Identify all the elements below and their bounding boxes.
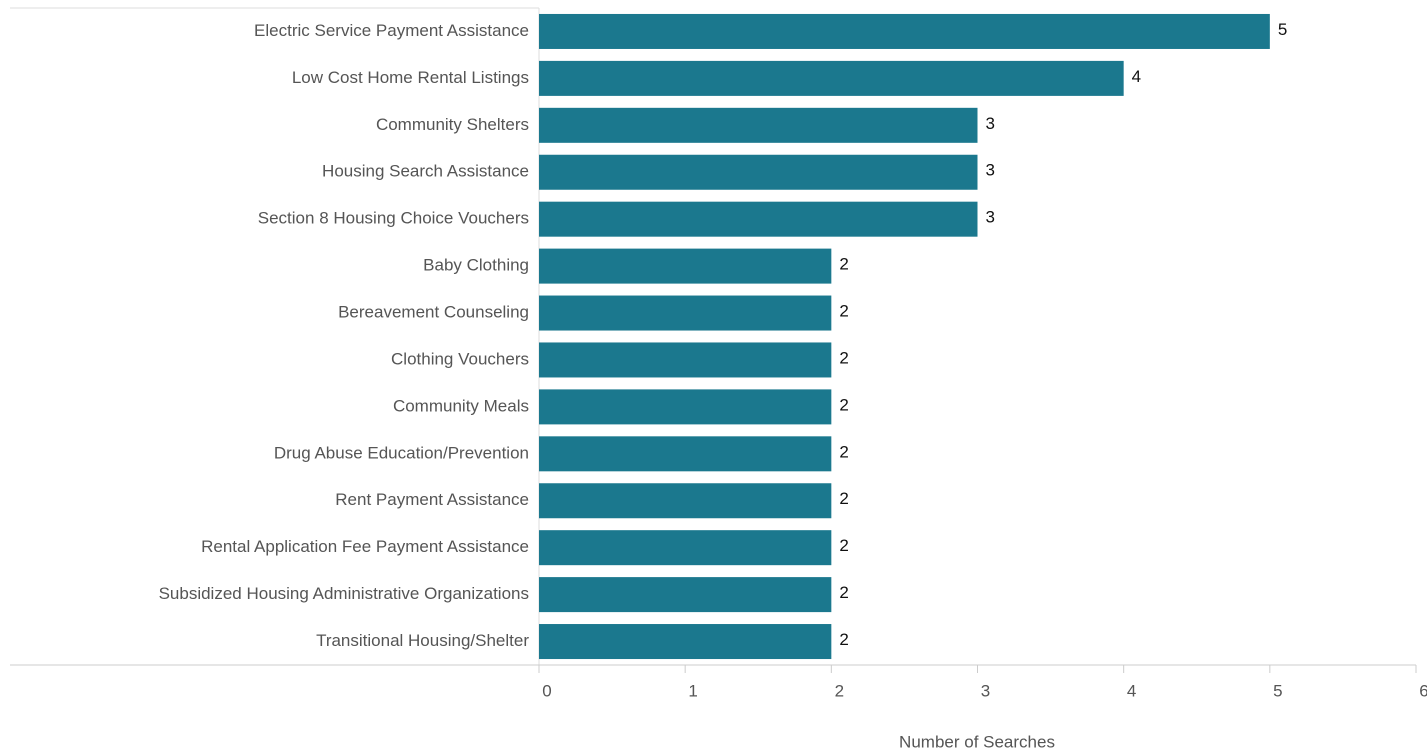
x-axis-title: Number of Searches [899,732,1055,751]
y-tick-label: Subsidized Housing Administrative Organi… [159,584,529,603]
y-tick-label: Community Shelters [376,115,529,134]
bar [539,530,832,566]
x-tick-label: 2 [835,681,844,700]
y-tick-label: Community Meals [393,396,529,415]
value-label: 2 [839,348,848,367]
bar [539,60,1124,96]
bar [539,483,832,519]
value-label: 3 [986,208,995,227]
y-tick-label: Housing Search Assistance [322,162,529,181]
bar [539,295,832,331]
value-label: 4 [1132,67,1141,86]
value-label: 2 [839,489,848,508]
value-label: 3 [986,161,995,180]
bar [539,389,832,425]
value-label: 2 [839,442,848,461]
value-label: 2 [839,583,848,602]
x-tick-label: 4 [1127,681,1136,700]
y-tick-label: Section 8 Housing Choice Vouchers [258,209,529,228]
y-tick-label: Clothing Vouchers [391,349,529,368]
x-tick-label: 6 [1419,681,1427,700]
bar [539,436,832,472]
x-tick-label: 1 [688,681,697,700]
value-label: 2 [839,395,848,414]
y-tick-label: Transitional Housing/Shelter [316,631,529,650]
x-tick-label: 5 [1273,681,1282,700]
bar [539,201,978,237]
value-label: 2 [839,630,848,649]
x-tick-label: 0 [542,681,551,700]
y-tick-label: Rental Application Fee Payment Assistanc… [201,537,529,556]
bar [539,624,832,660]
y-tick-label: Low Cost Home Rental Listings [292,68,529,87]
bar [539,13,1270,49]
bar [539,107,978,143]
bar [539,577,832,613]
y-tick-label: Electric Service Payment Assistance [254,21,529,40]
bar [539,342,832,378]
y-tick-label: Bereavement Counseling [338,303,529,322]
y-tick-label: Baby Clothing [423,256,529,275]
bar [539,154,978,190]
bar [539,248,832,284]
y-tick-label: Drug Abuse Education/Prevention [274,443,529,462]
y-tick-label: Rent Payment Assistance [335,490,529,509]
x-tick-label: 3 [981,681,990,700]
value-label: 2 [839,255,848,274]
value-label: 2 [839,536,848,555]
value-label: 2 [839,302,848,321]
value-label: 5 [1278,20,1287,39]
value-label: 3 [986,114,995,133]
